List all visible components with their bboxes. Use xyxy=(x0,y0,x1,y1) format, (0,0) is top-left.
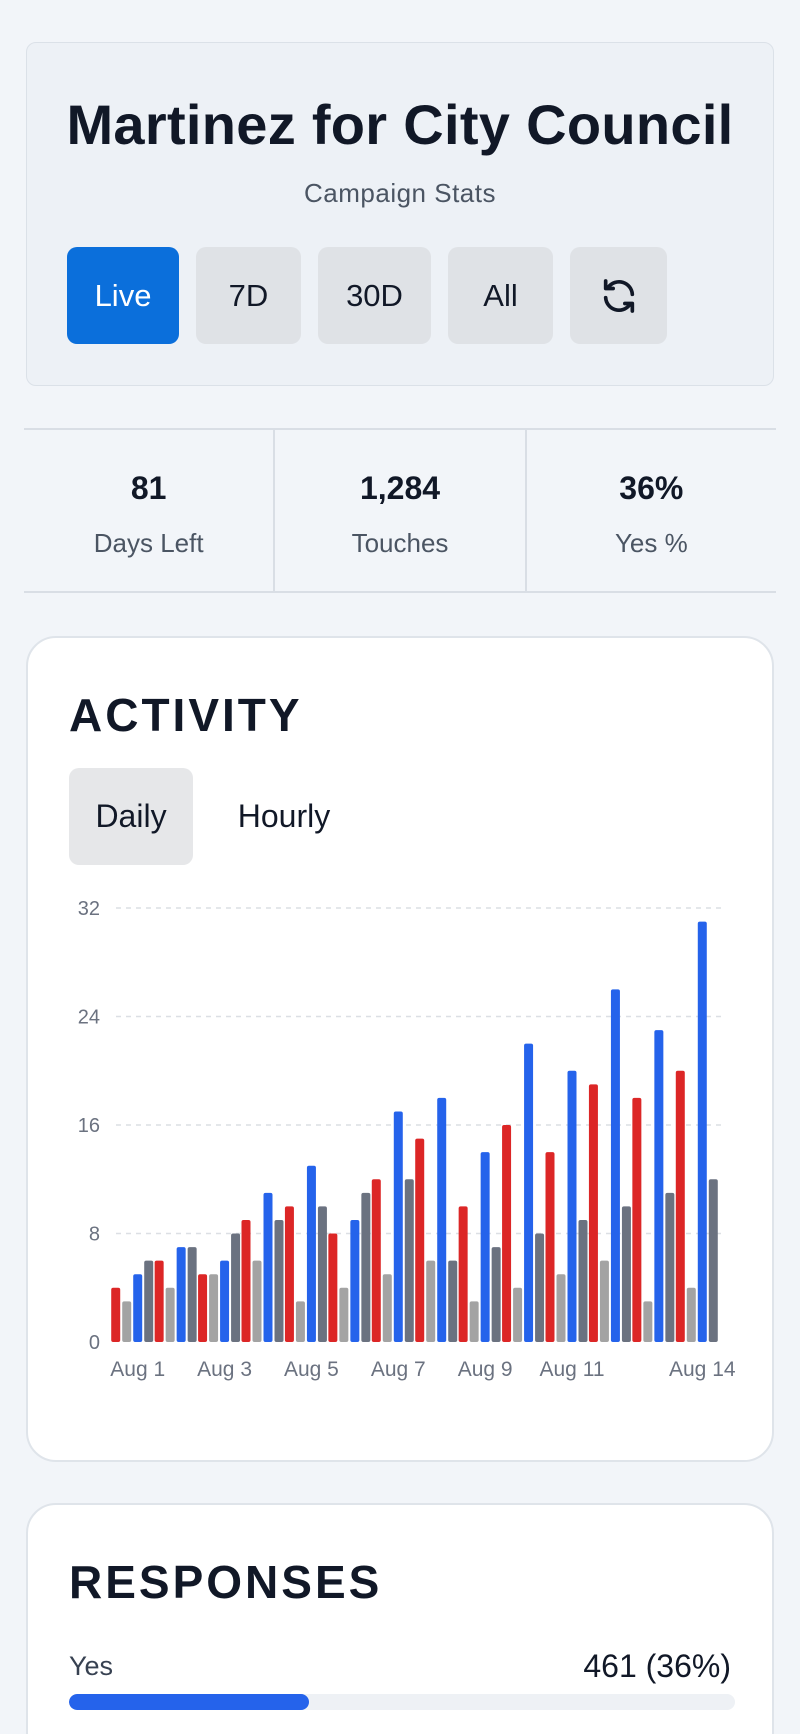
chart-bar xyxy=(480,1152,490,1342)
chart-bar xyxy=(133,1274,143,1342)
response-yes-bar-fill xyxy=(69,1694,309,1710)
y-tick-label: 24 xyxy=(78,1007,100,1029)
responses-title: RESPONSES xyxy=(69,1556,383,1608)
stat-label: Yes % xyxy=(614,528,688,558)
chart-bar xyxy=(643,1301,653,1342)
chart-bar xyxy=(263,1192,273,1342)
response-yes-value: 461 (36%) xyxy=(583,1648,731,1684)
chart-bar xyxy=(469,1301,479,1342)
chart-bar xyxy=(675,1070,685,1342)
chart-bar xyxy=(317,1206,327,1342)
chart-bar xyxy=(448,1260,458,1342)
chart-bar xyxy=(306,1165,316,1342)
chart-bar xyxy=(545,1152,555,1342)
x-tick-label: Aug 7 xyxy=(371,1358,426,1381)
chart-bar xyxy=(502,1125,512,1342)
chart-bar xyxy=(274,1219,284,1342)
chart-bar xyxy=(111,1287,121,1342)
chart-bar xyxy=(524,1043,534,1342)
chart-bar xyxy=(535,1233,545,1342)
chart-bar xyxy=(284,1206,294,1342)
refresh-icon xyxy=(603,278,634,313)
page-title: Martinez for City Council xyxy=(66,93,734,156)
y-tick-label: 16 xyxy=(78,1115,100,1137)
stats-strip: 81 Days Left 1,284 Touches 36% Yes % xyxy=(24,428,776,593)
x-tick-label: Aug 9 xyxy=(458,1358,513,1381)
stat-value: 81 xyxy=(130,470,167,506)
chart-bar xyxy=(220,1260,230,1342)
chart-bar xyxy=(154,1260,164,1342)
chart-bar xyxy=(588,1084,598,1342)
chart-bar xyxy=(697,921,707,1342)
activity-card: ACTIVITY Daily Hourly 0 8 16 24 32 Aug 1 Aug 3… xyxy=(26,636,774,1462)
chart-bar xyxy=(231,1233,241,1342)
chart-bar xyxy=(144,1260,154,1342)
chart-bar xyxy=(122,1301,132,1342)
activity-bar-chart: 0 8 16 24 32 Aug 1 Aug 3 Aug 5 Aug 7 Aug 9 Aug 11 A… xyxy=(78,898,736,1381)
range-7d-button[interactable]: 7D xyxy=(196,247,301,344)
stat-label: Days Left xyxy=(93,528,204,558)
stat-value: 1,284 xyxy=(359,470,441,506)
range-live-button[interactable]: Live xyxy=(67,247,179,344)
stat-value: 36% xyxy=(619,470,684,506)
chart-bar xyxy=(665,1192,675,1342)
stat-days-left: 81 Days Left xyxy=(24,430,273,591)
responses-card: RESPONSES Yes 461 (36%) xyxy=(26,1503,774,1734)
chart-bar xyxy=(361,1192,371,1342)
stat-label: Touches xyxy=(351,528,449,558)
x-tick-label: Aug 1 xyxy=(110,1358,165,1381)
chart-bar xyxy=(458,1206,468,1342)
chart-bar xyxy=(339,1287,349,1342)
y-tick-label: 32 xyxy=(78,898,100,920)
chart-bar xyxy=(382,1274,392,1342)
x-tick-label: Aug 11 xyxy=(540,1358,605,1381)
chart-bar xyxy=(437,1097,447,1342)
y-tick-label: 8 xyxy=(89,1224,100,1246)
chart-bar xyxy=(371,1179,381,1342)
chart-bar xyxy=(241,1219,251,1342)
chart-bar xyxy=(209,1274,219,1342)
y-tick-label: 0 xyxy=(89,1332,100,1354)
chart-bar xyxy=(556,1274,566,1342)
chart-bar xyxy=(621,1206,631,1342)
chart-bar xyxy=(176,1247,186,1342)
chart-bar xyxy=(708,1179,718,1342)
chart-bar xyxy=(198,1274,208,1342)
chart-bar xyxy=(632,1097,642,1342)
chart-bar xyxy=(295,1301,305,1342)
toggle-hourly[interactable]: Hourly xyxy=(237,798,331,834)
range-30d-button[interactable]: 30D xyxy=(318,247,431,344)
chart-bar xyxy=(415,1138,425,1342)
chart-bar xyxy=(654,1030,664,1342)
chart-bar xyxy=(686,1287,696,1342)
chart-bar xyxy=(567,1070,577,1342)
stat-yes-percent: 36% Yes % xyxy=(524,430,776,591)
chart-bar xyxy=(610,989,620,1342)
page-subtitle: Campaign Stats xyxy=(304,178,496,208)
response-yes-bar xyxy=(69,1694,735,1710)
chart-bar xyxy=(252,1260,262,1342)
chart-bar xyxy=(599,1260,609,1342)
activity-title: ACTIVITY xyxy=(69,689,303,741)
x-tick-label: Aug 14 xyxy=(669,1358,736,1381)
chart-bar xyxy=(426,1260,436,1342)
chart-bar xyxy=(328,1233,338,1342)
x-tick-label: Aug 3 xyxy=(197,1358,252,1381)
chart-bar xyxy=(491,1247,501,1342)
toggle-daily[interactable]: Daily xyxy=(69,768,193,865)
chart-bar xyxy=(404,1179,414,1342)
range-all-button[interactable]: All xyxy=(448,247,553,344)
x-tick-label: Aug 5 xyxy=(284,1358,339,1381)
response-yes-label: Yes xyxy=(69,1651,114,1681)
stat-touches: 1,284 Touches xyxy=(273,430,524,591)
chart-bar xyxy=(165,1287,175,1342)
chart-bar xyxy=(578,1219,588,1342)
refresh-button[interactable] xyxy=(570,247,667,344)
chart-bar xyxy=(187,1247,197,1342)
chart-bar xyxy=(393,1111,403,1342)
chart-bar xyxy=(350,1219,360,1342)
chart-bar xyxy=(513,1287,523,1342)
